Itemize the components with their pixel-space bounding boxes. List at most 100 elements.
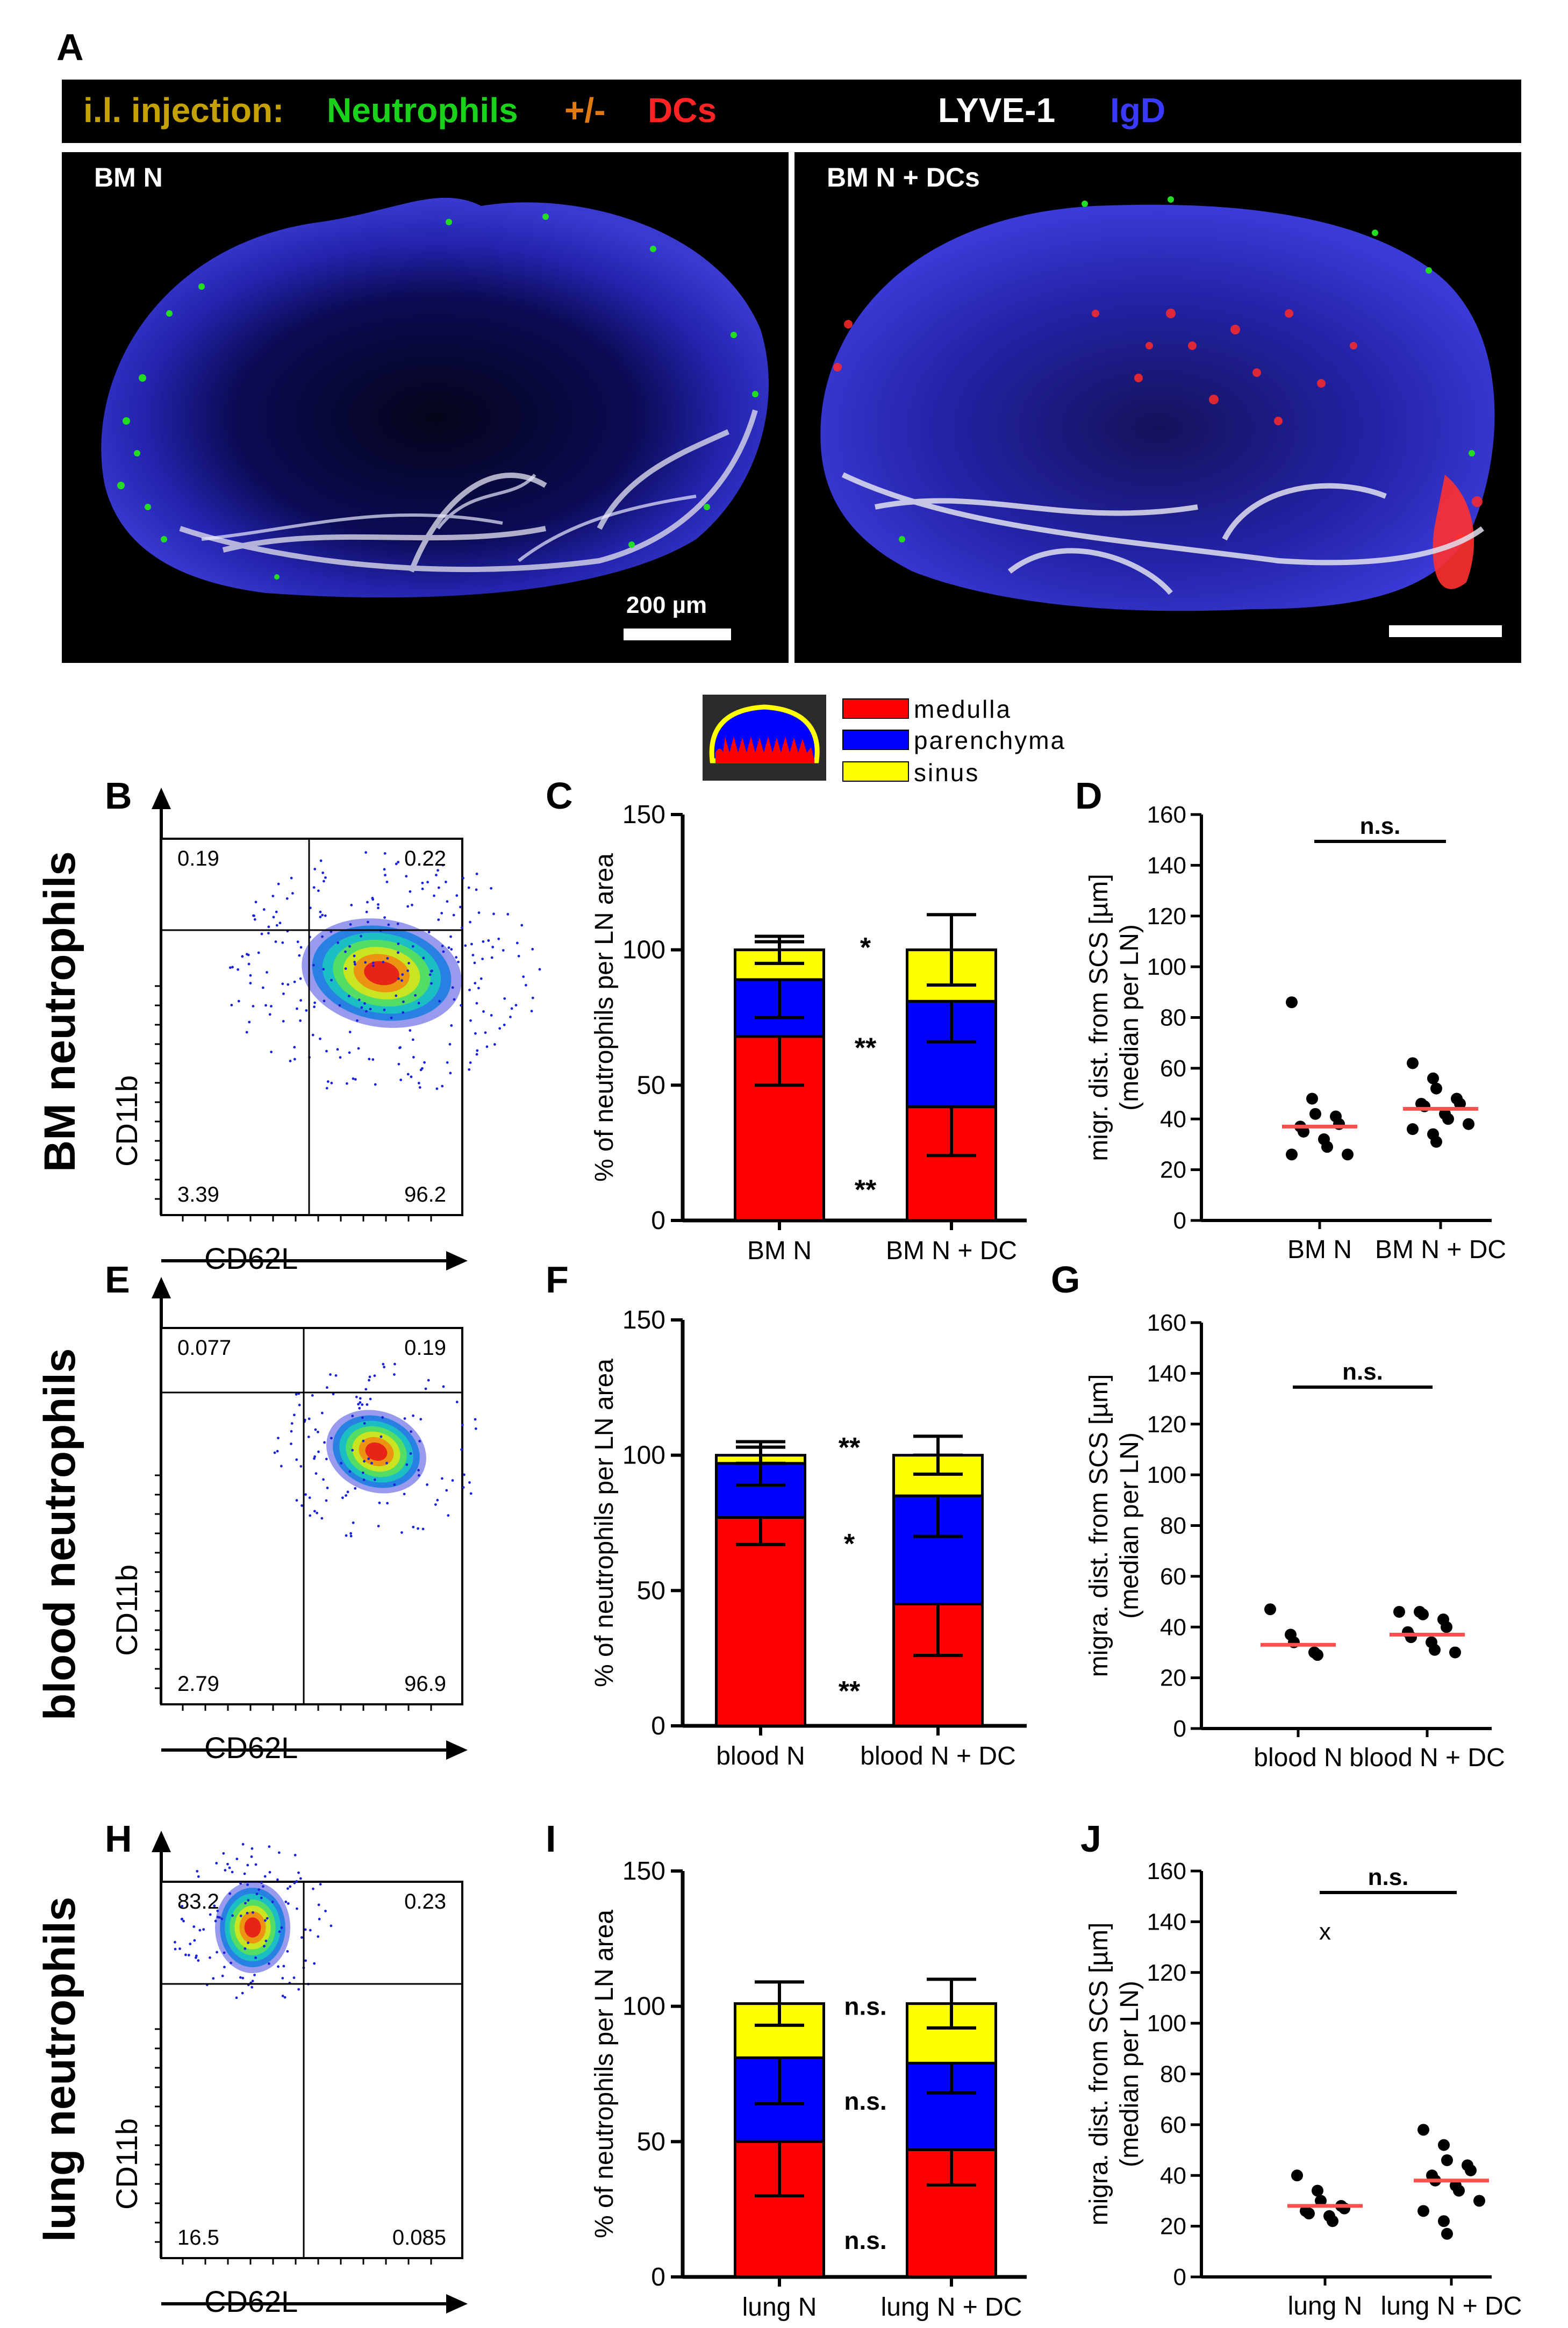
plot-e-event-dot [345,1534,348,1537]
plot-d-y-tick-label: 160 [1147,802,1186,828]
legend-neutrophils-text: Neutrophils [327,91,518,130]
plot-e-event-dot [276,1449,279,1453]
plot-b-event-dot [441,863,445,867]
plot-b-event-dot [468,1068,471,1071]
plot-b-event-dot [446,900,449,903]
key-swatch-medulla [842,698,909,719]
plot-h-event-dot [260,1896,263,1899]
plot-b-event-dot [338,1004,341,1007]
plot-b-event-dot [313,868,317,870]
plot-b-event-dot [396,922,399,925]
plot-e-event-dot [370,1462,373,1465]
plot-e-event-dot [326,1487,329,1489]
plot-j-y-tick-label: 20 [1160,2213,1186,2240]
plot-d-y-tick-label: 140 [1147,852,1186,879]
plot-b-event-dot [470,942,473,946]
plot-h-event-dot [277,1965,280,1968]
plot-b-event-dot [468,988,471,991]
plot-h-event-dot [300,1936,303,1939]
plot-b-event-dot [453,998,456,1001]
plot-b-event-dot [490,887,493,890]
plot-e-event-dot [468,1481,471,1484]
plot-b-event-dot [395,862,398,866]
plot-b-event-dot [330,979,333,982]
plot-b-event-dot [249,982,252,985]
plot-d-data-point [1298,1125,1309,1138]
plot-h-event-dot [295,1880,298,1883]
plot-b-event-dot [457,960,460,963]
plot-h-event-dot [250,1847,254,1850]
plot-b-event-dot [450,948,453,951]
plot-e-event-dot [349,1532,352,1535]
panel-letter-c: C [546,775,573,817]
plot-e-event-dot [366,1403,369,1406]
key-label-medulla: medulla [914,695,1012,723]
plot-h-event-dot [317,1903,320,1906]
plot-g-data-point [1312,1649,1323,1661]
plot-b-event-dot [440,912,443,915]
plot-b-x-label: CD62L [204,1241,298,1275]
plot-h-event-dot [289,1885,292,1888]
plot-h-x-label: CD62L [204,2284,298,2318]
plot-b-event-dot [321,913,324,917]
plot-b-event-dot [271,895,275,897]
plot-b-event-dot [383,868,386,871]
plot-b-event-dot [462,876,464,880]
plot-b-event-dot [477,987,480,990]
plot-h-event-dot [243,1872,246,1875]
plot-b-event-dot [417,1082,420,1084]
plot-b-event-dot [287,983,290,986]
plot-b-event-dot [421,881,424,884]
plot-h-event-dot [254,1956,257,1959]
plot-h-event-dot [251,1980,254,1983]
plot-e-event-dot [354,1487,357,1490]
fluorescence-legend-bar: i.l. injection: Neutrophils +/- DCs LYVE… [62,80,1521,143]
plot-b-event-dot [522,975,525,979]
plot-f-y-label: % of neutrophils per LN area [590,1359,619,1687]
plot-h-event-dot [241,1991,244,1995]
plot-e-event-dot [361,1416,364,1419]
plot-b-event-dot [485,1045,489,1048]
plot-h-event-dot [263,1875,267,1878]
plot-b-event-dot [383,1009,386,1011]
micrograph-label-bm-n-dcs: BM N + DCs [827,162,980,192]
plot-e-density-contour [365,1442,388,1461]
plot-b-event-dot [524,984,527,987]
plot-d-significance-label: n.s. [1360,813,1401,839]
plot-b-event-dot [354,963,356,966]
plot-h-event-dot [318,1918,321,1920]
plot-f-y-tick-label: 150 [622,1306,665,1334]
plot-b-event-dot [383,916,386,919]
panel-letter-j: J [1080,1818,1101,1860]
plot-c-significance-medulla: ** [855,1175,877,1206]
plot-h-event-dot [276,1878,279,1881]
plot-b-event-dot [475,888,478,891]
plot-b-event-dot [423,1061,426,1064]
plot-e-event-dot [290,1422,293,1425]
plot-h-event-dot [228,1892,232,1895]
plot-e-event-dot [351,1415,354,1418]
plot-e-event-dot [418,1474,420,1477]
plot-h-event-dot [286,1887,289,1890]
plot-e-event-dot [362,1478,366,1481]
plot-b-event-dot [474,1032,477,1035]
plot-j-y-tick-label: 120 [1147,1960,1186,1986]
plot-h-event-dot [231,1914,234,1917]
plot-b-event-dot [515,941,519,945]
plot-b-event-dot [428,973,432,976]
plot-b-event-dot [354,1078,357,1081]
plot-e-event-dot [436,1498,439,1502]
plot-e-event-dot [361,1471,364,1474]
plot-b-event-dot [270,1051,273,1054]
plot-c-y-tick-label: 0 [651,1206,665,1235]
plot-g-data-point [1441,1621,1452,1633]
plot-b-event-dot [482,940,485,943]
plot-b-event-dot [479,977,483,980]
plot-e-event-dot [277,1437,280,1440]
plot-h-event-dot [221,1974,224,1977]
plot-f-significance-sinus: ** [839,1432,861,1463]
plot-b-event-dot [241,955,244,958]
plot-e-event-dot [355,1395,358,1398]
plot-h-event-dot [180,1918,183,1920]
plot-b-event-dot [317,889,320,892]
